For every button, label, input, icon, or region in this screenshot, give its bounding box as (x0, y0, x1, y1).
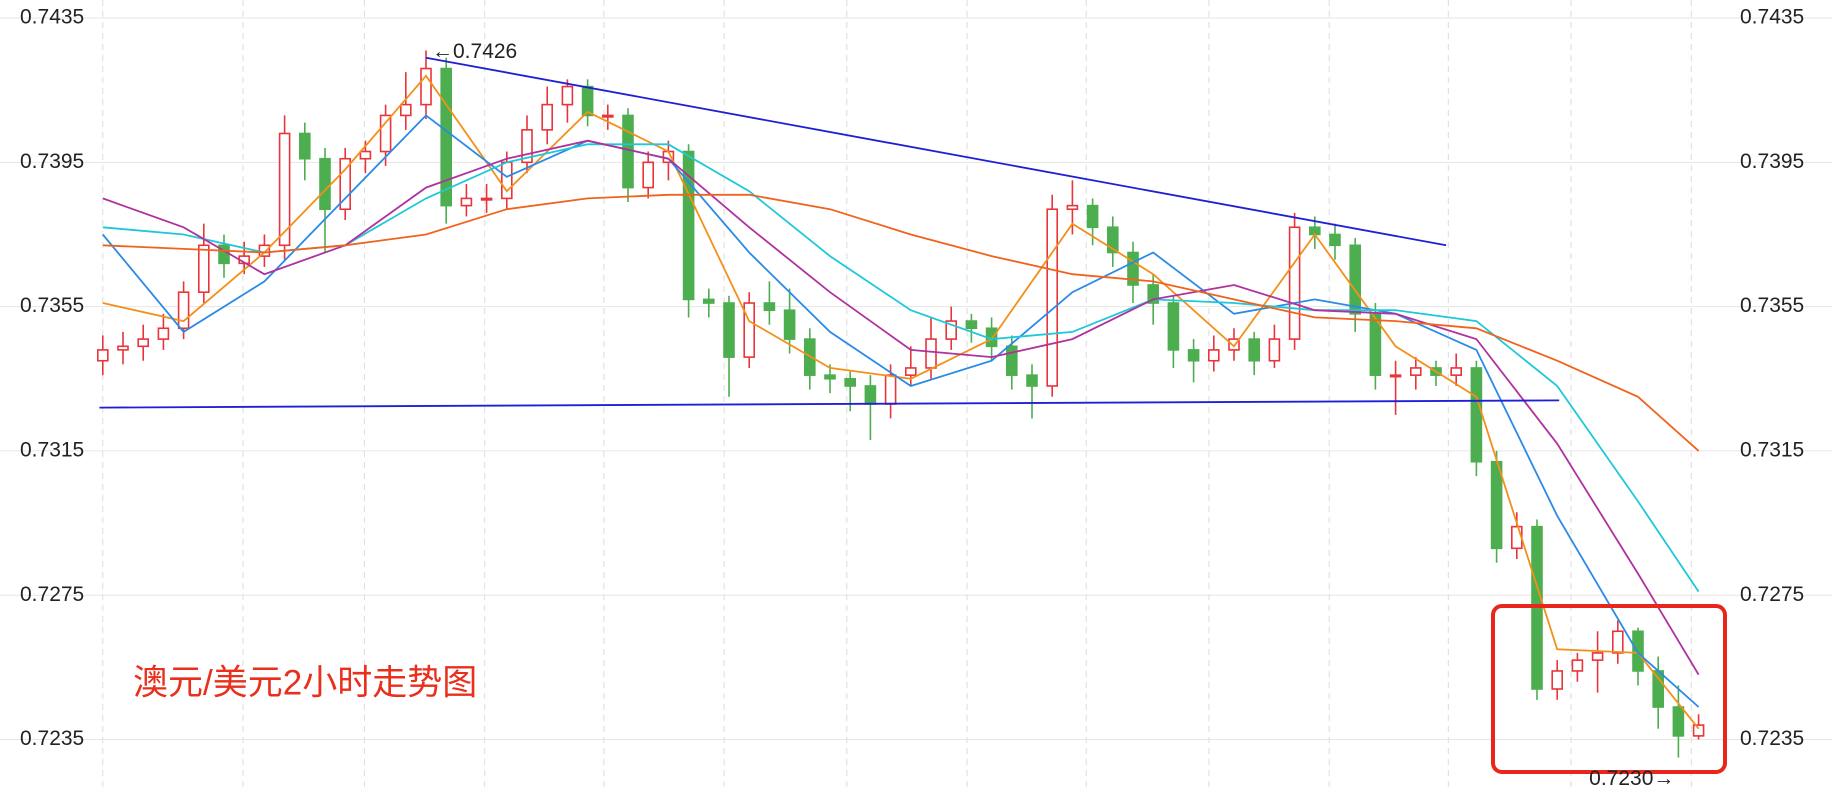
candle-body (1551, 670, 1563, 690)
candle-body (1490, 460, 1503, 550)
candle-body (1511, 525, 1523, 550)
candle-body (157, 327, 170, 340)
candle-body (1410, 367, 1422, 376)
candle-body (723, 302, 735, 358)
y-tick-label: 0.7235 (20, 727, 84, 750)
candle-body (1571, 659, 1584, 672)
y-tick-label: 0.7275 (20, 583, 84, 606)
y-tick-label: 0.7355 (20, 294, 84, 317)
candle-body (1369, 313, 1382, 376)
candle-body (561, 85, 574, 106)
y2-tick-label: 0.7235 (1740, 727, 1804, 750)
candle-body (1248, 338, 1260, 362)
candle-body (480, 197, 493, 201)
candle-body (1026, 374, 1038, 387)
candle-body (682, 150, 695, 301)
candle-body (844, 377, 857, 387)
candle-body (1228, 338, 1240, 351)
candle-body (359, 150, 372, 160)
candle-body (1450, 367, 1462, 376)
y2-tick-label: 0.7275 (1740, 583, 1804, 606)
trend-line (425, 56, 1447, 247)
candle-body (541, 103, 554, 131)
candle-body (1127, 251, 1139, 286)
candle-body (460, 197, 473, 207)
candle-body (884, 374, 897, 405)
candle-body (925, 338, 937, 369)
candle-body (702, 298, 715, 304)
y-tick-label: 0.7315 (20, 438, 84, 461)
candle-body (1208, 349, 1220, 362)
candle-body (601, 114, 614, 118)
moving-average-line (102, 74, 1700, 730)
candle-body (278, 132, 291, 247)
candle-body (500, 161, 513, 200)
candle-body (1672, 706, 1685, 737)
candle-body (864, 385, 877, 405)
candle-body (965, 320, 978, 330)
candle-body (1652, 670, 1664, 708)
candle-body (117, 345, 129, 351)
candle-body (137, 338, 149, 348)
y2-tick-label: 0.7435 (1740, 6, 1804, 29)
candle-body (1005, 345, 1018, 376)
candle-body (198, 244, 210, 293)
candle-body (1167, 302, 1180, 351)
moving-average-line (102, 114, 1700, 708)
candle-body (763, 302, 776, 312)
candle-body (1268, 338, 1281, 362)
candle-body (743, 302, 756, 358)
chart-title: 澳元/美元2小时走势图 (133, 663, 477, 702)
y-tick-label: 0.7395 (20, 150, 84, 173)
candle-body (945, 320, 958, 340)
annotation: ←0.7426 (432, 40, 517, 63)
candle-body (1086, 204, 1099, 229)
candle-body (399, 103, 412, 117)
candle-body (1187, 349, 1200, 362)
trend-line (99, 399, 1560, 409)
candle-body (642, 161, 655, 189)
candle-body (1612, 630, 1624, 654)
candle-body (319, 157, 331, 211)
candle-body (1329, 233, 1341, 247)
candle-body (1692, 724, 1705, 737)
candle-body (1591, 652, 1604, 661)
candle-body (298, 132, 311, 160)
candle-body (440, 67, 453, 207)
candle-body (783, 309, 796, 340)
candle-body (1147, 284, 1159, 304)
candle-body (177, 291, 190, 330)
candle-body (521, 129, 533, 164)
annotation: 0.7230→ (1589, 767, 1674, 790)
candle-body (97, 349, 109, 362)
candle-body (1288, 226, 1301, 340)
candle-body (379, 114, 392, 153)
y2-tick-label: 0.7355 (1740, 294, 1804, 317)
moving-average-line (102, 193, 1700, 452)
y-tick-label: 0.7435 (20, 6, 84, 29)
candle-body (1066, 204, 1079, 211)
candle-body (339, 157, 352, 211)
candle-body (1389, 374, 1402, 378)
y2-tick-label: 0.7315 (1740, 438, 1804, 461)
candle-body (622, 114, 634, 189)
moving-average-line (102, 143, 1700, 593)
y2-tick-label: 0.7395 (1740, 150, 1804, 173)
highlight-box (1491, 604, 1727, 774)
candle-body (420, 67, 432, 106)
candle-body (1632, 630, 1644, 672)
candle-body (1349, 244, 1361, 315)
candle-body (824, 374, 836, 380)
candle-body (1046, 208, 1058, 387)
candle-body (904, 367, 917, 376)
candle-body (1470, 367, 1483, 463)
moving-average-line (102, 139, 1700, 676)
candle-body (1107, 226, 1119, 254)
